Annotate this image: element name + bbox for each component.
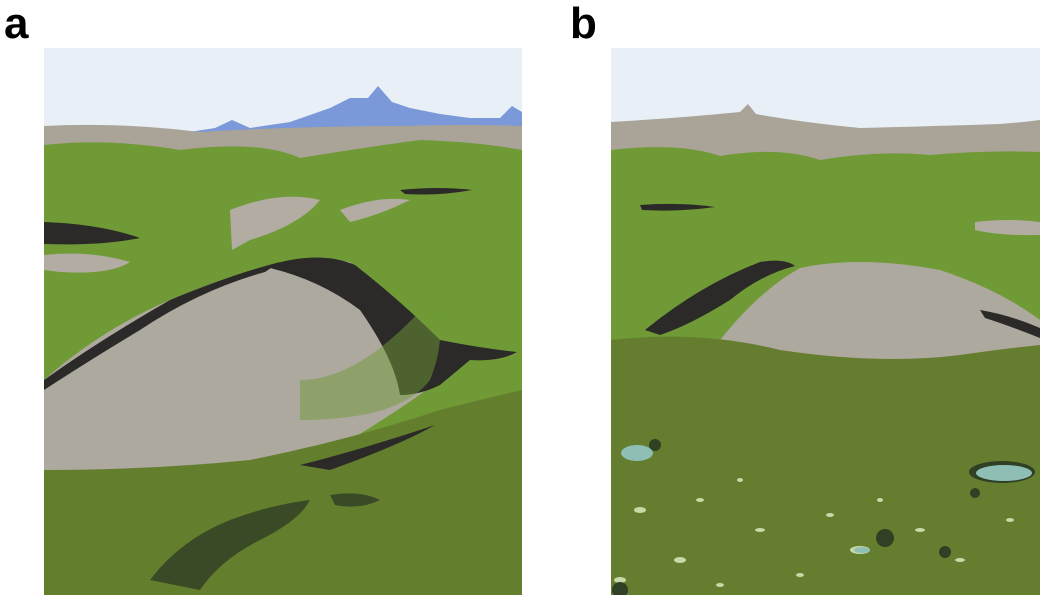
landscape-image [611, 48, 1040, 595]
landscape-image [44, 48, 522, 595]
panel-label: b [570, 0, 597, 48]
panel-label: a [4, 0, 29, 48]
